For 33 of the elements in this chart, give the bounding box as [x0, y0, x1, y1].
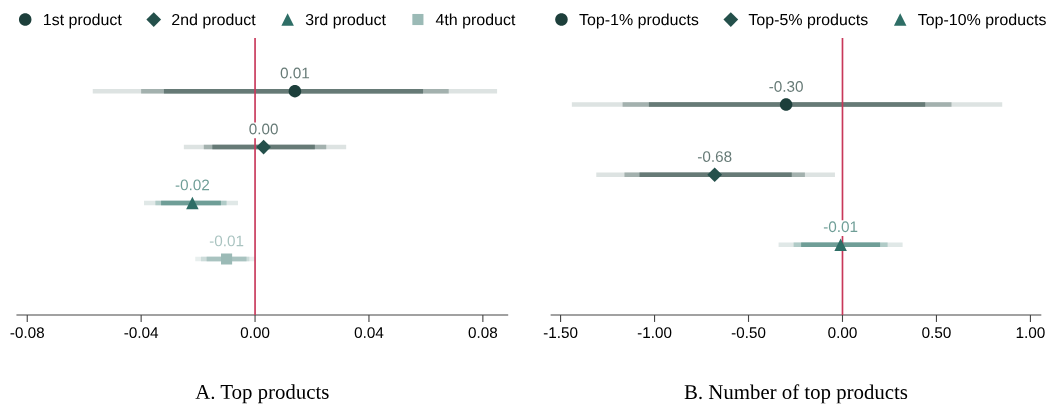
- text: B. Number of top products: [684, 384, 908, 404]
- point: [256, 139, 271, 155]
- x-tick-label: -1.00: [637, 327, 672, 339]
- data-label: -0.30: [769, 81, 803, 92]
- legend-label: 4th product: [435, 13, 516, 29]
- data-label: -0.01: [209, 235, 244, 247]
- bar: [639, 172, 792, 177]
- x-tick-label: 0.00: [240, 327, 270, 339]
- legend-label: Top-5% products: [748, 13, 868, 29]
- legend-label: 2nd product: [172, 13, 256, 29]
- text: A. Top products: [195, 384, 329, 404]
- point: [221, 253, 233, 265]
- x-tick-label: -0.04: [124, 327, 159, 339]
- x-tick-label: -0.08: [10, 327, 44, 339]
- data-label: -0.02: [175, 179, 210, 191]
- legend-label: 3rd product: [305, 13, 386, 29]
- data-label: -0.68: [697, 151, 732, 162]
- x-tick-label: -0.50: [731, 327, 766, 339]
- x-tick-label: 0.50: [922, 327, 951, 339]
- data-label: 0.01: [280, 67, 310, 79]
- legend-label: Top-10% products: [918, 13, 1046, 29]
- x-tick-label: 0.04: [354, 327, 384, 339]
- bar: [648, 102, 926, 107]
- x-tick-label: 1.00: [1016, 327, 1045, 339]
- x-tick-label: -1.50: [543, 327, 578, 339]
- legend-label: Top-1% products: [579, 13, 699, 29]
- data-label: -0.01: [823, 221, 858, 233]
- x-tick-label: 0.08: [468, 327, 498, 339]
- data-label: 0.00: [249, 123, 278, 135]
- legend-label: 1st product: [44, 13, 122, 29]
- x-tick-label: 0.00: [828, 327, 857, 339]
- point: [186, 196, 199, 210]
- point: [288, 84, 302, 98]
